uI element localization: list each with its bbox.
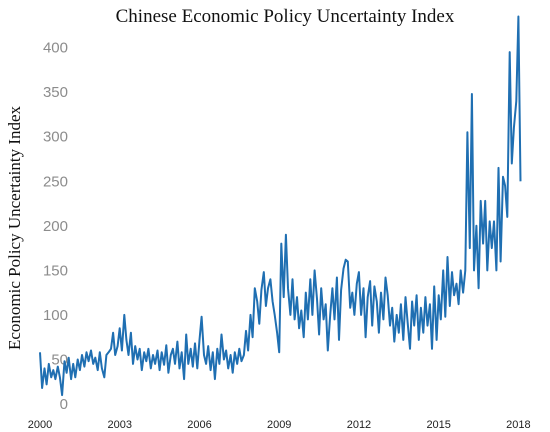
x-tick-label: 2009 [267, 419, 291, 431]
y-tick-label: 400 [43, 40, 68, 57]
series-layer [39, 15, 522, 397]
series-line [39, 15, 522, 397]
x-tick-label: 2012 [347, 419, 371, 431]
y-tick-label: 250 [43, 173, 68, 190]
x-tick-label: 2006 [187, 419, 211, 431]
y-tick-label: 0 [60, 396, 68, 413]
y-tick-label: 350 [43, 84, 68, 101]
chart-title: Chinese Economic Policy Uncertainty Inde… [116, 6, 455, 27]
y-tick-label: 150 [43, 262, 68, 279]
y-tick-label: 200 [43, 218, 68, 235]
x-tick-label: 2015 [426, 419, 450, 431]
y-tick-label: 100 [43, 307, 68, 324]
x-axis-ticks: 2000 2003 2006 2009 2012 2015 2018 [28, 419, 531, 431]
y-axis-label: Economic Policy Uncertainty Index [5, 105, 24, 350]
y-tick-label: 300 [43, 129, 68, 146]
x-tick-label: 2018 [506, 419, 530, 431]
x-tick-label: 2003 [107, 419, 131, 431]
x-tick-label: 2000 [28, 419, 52, 431]
